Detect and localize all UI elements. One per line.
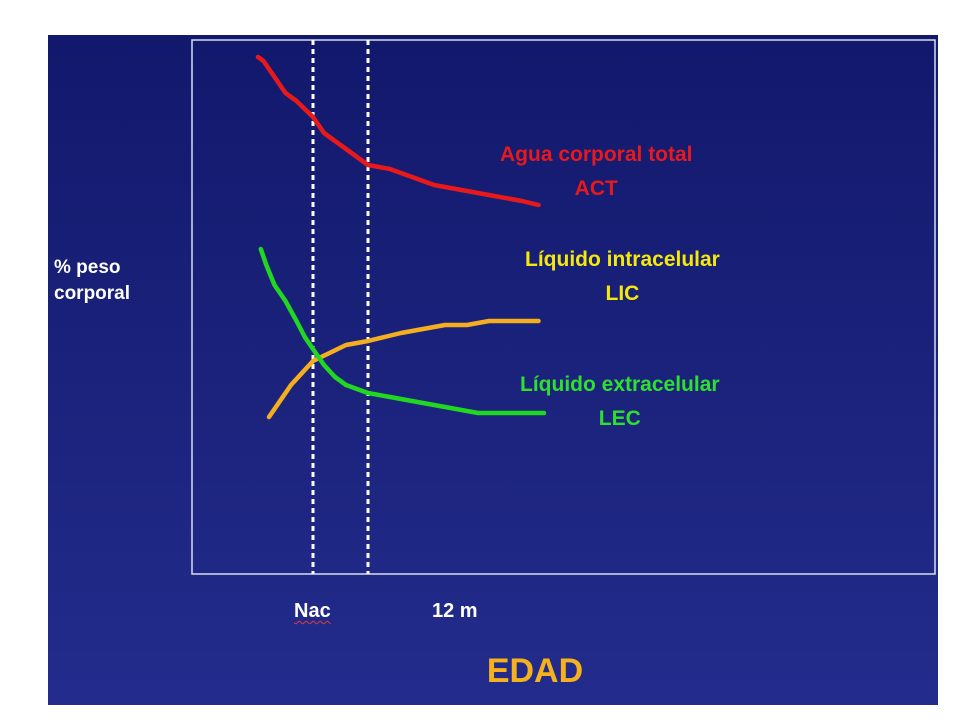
series-name-lec: Líquido extracelular <box>520 373 720 396</box>
series-abbr-act: ACT <box>574 177 618 200</box>
y-axis-label: % peso corporal <box>54 257 131 304</box>
series-line-act <box>255 54 541 208</box>
series-label-lic: Líquido intracelular LIC <box>525 243 720 311</box>
series-label-lec: Líquido extracelular LEC <box>520 368 720 436</box>
slide-background <box>48 35 938 705</box>
series-line-lic <box>266 318 541 420</box>
x-axis-title: EDAD <box>486 652 584 690</box>
series-name-lic: Líquido intracelular <box>525 248 720 271</box>
x-tick-label-nac: Nac <box>294 600 331 623</box>
plot-frame <box>191 39 936 575</box>
series-abbr-lec: LEC <box>598 407 641 430</box>
series-label-act: Agua corporal total ACT <box>500 138 693 206</box>
x-tick-label-12m: 12 m <box>432 600 478 622</box>
series-line-lec <box>258 246 547 416</box>
series-name-act: Agua corporal total <box>500 143 693 166</box>
series-abbr-lic: LIC <box>605 282 640 305</box>
x-tick-nac-text: Nac <box>294 600 331 622</box>
